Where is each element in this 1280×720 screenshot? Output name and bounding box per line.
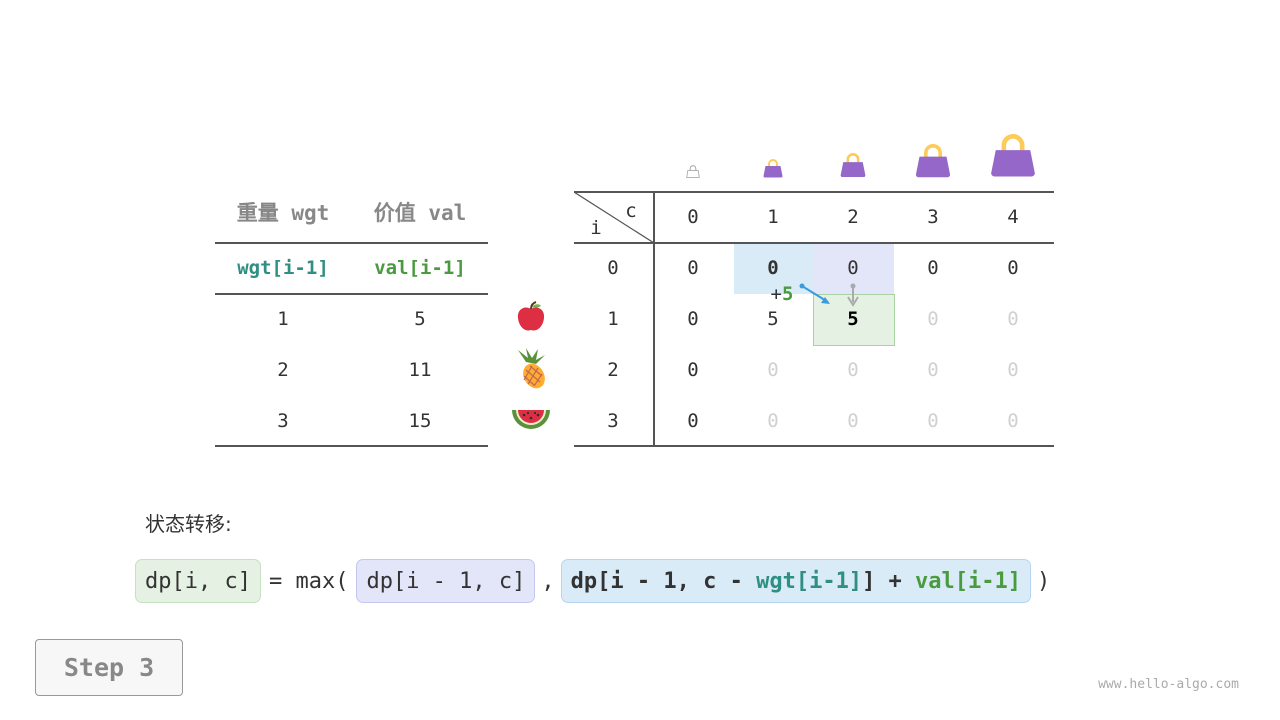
value-cell: 11 <box>408 359 432 381</box>
col-header: 4 <box>1007 206 1019 228</box>
divider <box>215 242 488 244</box>
dp-cell: 0 <box>687 308 699 330</box>
dp-cell: 0 <box>687 257 699 279</box>
apple-icon <box>517 301 545 331</box>
divider <box>653 192 655 446</box>
header-value: 价值 val <box>373 201 467 225</box>
dp-cell: 0 <box>767 257 779 279</box>
value-cell: 15 <box>408 410 432 432</box>
comma: , <box>541 568 555 594</box>
bag-icon <box>991 134 1035 177</box>
divider <box>215 293 488 295</box>
dp-cell: 5 <box>847 308 859 330</box>
header-weight: 重量 wgt <box>236 201 330 225</box>
dp-cell: 0 <box>927 257 939 279</box>
take-part: ] + <box>862 568 916 594</box>
bag-icon <box>915 143 951 178</box>
row-header: 1 <box>607 308 619 330</box>
bag-icon <box>686 164 700 178</box>
dp-cell: 0 <box>847 359 859 381</box>
plus-sign: + <box>770 283 782 305</box>
subheader-val: val[i-1] <box>374 257 466 279</box>
corner-diagonal <box>574 192 654 243</box>
dp-cell: 5 <box>767 308 779 330</box>
col-header: 1 <box>767 206 779 228</box>
corner-c: c <box>625 200 637 222</box>
pineapple-icon <box>518 348 545 389</box>
dp-cell: 0 <box>687 410 699 432</box>
dp-cell: 0 <box>927 359 939 381</box>
skip-option-box: dp[i - 1, c] <box>356 559 536 603</box>
value-cell: 5 <box>414 308 426 330</box>
corner-i: i <box>590 217 602 239</box>
plus-annotation: +5 <box>771 283 794 305</box>
dp-cell: 0 <box>687 359 699 381</box>
weight-cell: 3 <box>277 410 289 432</box>
dp-cell: 0 <box>847 410 859 432</box>
transition-arrows <box>799 283 859 307</box>
equation: dp[i, c] = max( dp[i - 1, c] , dp[i - 1,… <box>135 559 1050 603</box>
weight-cell: 2 <box>277 359 289 381</box>
dp-cell: 0 <box>767 410 779 432</box>
row-header: 2 <box>607 359 619 381</box>
eq-max: = max( <box>268 568 349 594</box>
bag-icon <box>763 159 783 178</box>
take-part: dp[i - 1, c - <box>570 568 757 594</box>
dp-cell: 0 <box>927 308 939 330</box>
lhs-box: dp[i, c] <box>135 559 261 603</box>
take-option-box: dp[i - 1, c - wgt[i-1]] + val[i-1] <box>560 559 1032 603</box>
watermark: www.hello-algo.com <box>1098 677 1239 692</box>
step-button[interactable]: Step 3 <box>35 639 183 696</box>
dp-cell: 0 <box>1007 410 1019 432</box>
take-val: val[i-1] <box>915 568 1022 594</box>
dp-cell: 0 <box>1007 359 1019 381</box>
watermelon-icon <box>512 410 550 429</box>
subheader-wgt: wgt[i-1] <box>237 257 329 279</box>
dp-cell: 0 <box>927 410 939 432</box>
close-paren: ) <box>1037 568 1051 594</box>
transition-label: 状态转移: <box>145 512 232 536</box>
col-header: 3 <box>927 206 939 228</box>
dp-cell: 0 <box>1007 257 1019 279</box>
weight-cell: 1 <box>277 308 289 330</box>
row-header: 3 <box>607 410 619 432</box>
bag-icon <box>840 153 866 178</box>
col-header: 0 <box>687 206 699 228</box>
dp-cell: 0 <box>767 359 779 381</box>
divider <box>215 445 488 447</box>
dp-cell: 0 <box>847 257 859 279</box>
dp-cell: 0 <box>1007 308 1019 330</box>
plus-value: 5 <box>782 283 794 305</box>
divider <box>574 191 1054 193</box>
take-wgt: wgt[i-1] <box>756 568 863 594</box>
divider <box>574 445 1054 447</box>
row-header: 0 <box>607 257 619 279</box>
divider <box>574 242 1054 244</box>
col-header: 2 <box>847 206 859 228</box>
